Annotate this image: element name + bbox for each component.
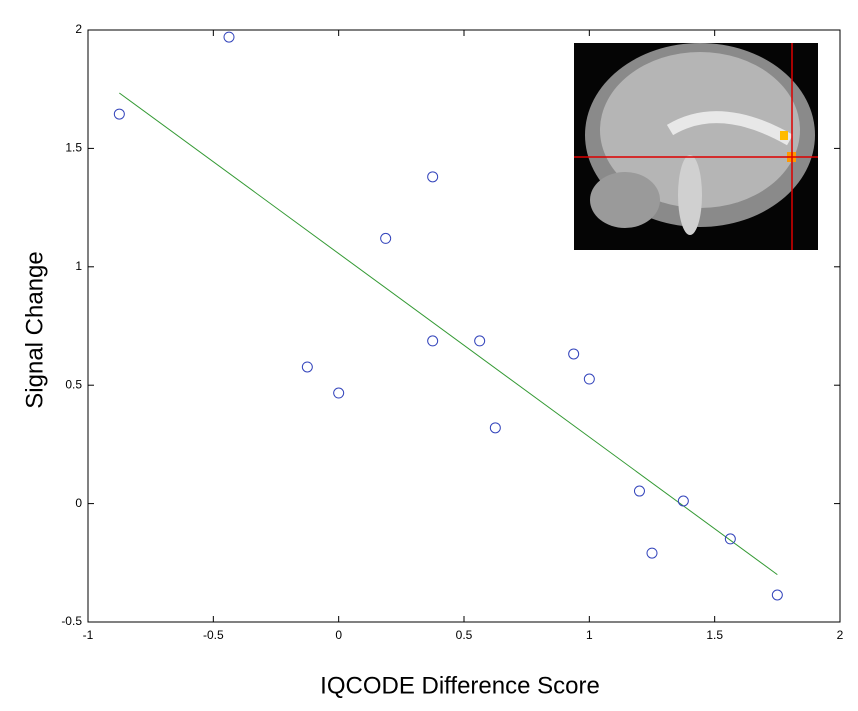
scatter-point (301, 361, 313, 373)
fit-line (119, 92, 778, 576)
x-tick-label: 1.5 (706, 628, 723, 642)
x-tick-label: -1 (83, 628, 94, 642)
x-axis-title: IQCODE Difference Score (320, 672, 600, 699)
inset-image (574, 43, 818, 250)
scatter-point (427, 171, 439, 183)
scatter-point (380, 232, 392, 244)
y-tick-label: 0 (75, 496, 82, 510)
scatter-point (724, 533, 736, 545)
y-tick-label: 2 (75, 22, 82, 36)
x-tick-label: 0 (335, 628, 342, 642)
x-tick-label: -0.5 (203, 628, 224, 642)
scatter-point (333, 387, 345, 399)
x-tick-label: 2 (837, 628, 844, 642)
y-tick-label: 0.5 (65, 377, 82, 391)
x-tick-label: 0.5 (456, 628, 473, 642)
scatter-point (427, 335, 439, 347)
y-axis-title: Signal Change (21, 251, 48, 408)
scatter-point (489, 422, 501, 434)
x-tick-label: 1 (586, 628, 593, 642)
scatter-point (113, 108, 125, 120)
scatter-point (677, 495, 689, 507)
scatter-point (568, 348, 580, 360)
y-tick-label: 1.5 (65, 141, 82, 155)
scatter-point (633, 485, 645, 497)
y-tick-label: 1 (75, 259, 82, 273)
scatter-point (474, 335, 486, 347)
y-tick-label: -0.5 (61, 614, 82, 628)
scatter-point (771, 589, 783, 601)
scatter-point (583, 373, 595, 385)
scatter-point (646, 547, 658, 559)
scatter-point (223, 31, 235, 43)
